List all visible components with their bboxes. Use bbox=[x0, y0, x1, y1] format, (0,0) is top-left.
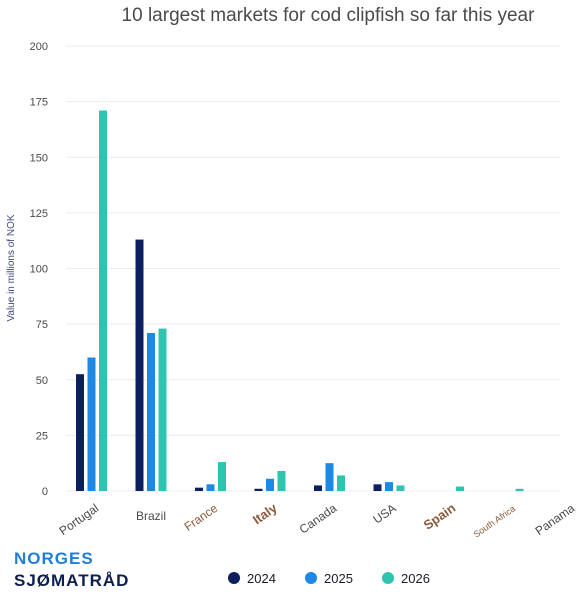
bar-south-africa-2026 bbox=[515, 488, 524, 491]
bar-brazil-2024 bbox=[135, 239, 144, 491]
bar-brazil-2025 bbox=[147, 333, 155, 491]
y-tick-label: 50 bbox=[36, 375, 48, 387]
legend-label-2026: 2026 bbox=[401, 571, 430, 586]
bar-portugal-2025 bbox=[87, 357, 96, 491]
legend-marker-2024 bbox=[228, 572, 240, 584]
bar-usa-2026 bbox=[396, 485, 405, 491]
legend-label-2024: 2024 bbox=[247, 571, 276, 586]
bar-usa-2024 bbox=[373, 484, 382, 491]
bar-france-2024 bbox=[195, 487, 203, 491]
y-tick-label: 150 bbox=[30, 152, 48, 164]
y-tick-label: 125 bbox=[30, 208, 48, 220]
bar-spain-2026 bbox=[456, 486, 464, 491]
x-tick-label-panama: Panama bbox=[533, 501, 577, 538]
x-tick-label-usa: USA bbox=[370, 501, 398, 527]
y-tick-label: 175 bbox=[30, 97, 48, 109]
bar-italy-2024 bbox=[254, 488, 263, 491]
y-axis-label: Value in millions of NOK bbox=[6, 214, 17, 321]
bar-france-2025 bbox=[206, 484, 215, 491]
bar-portugal-2024 bbox=[76, 374, 84, 491]
x-tick-label-brazil: Brazil bbox=[136, 509, 166, 523]
legend: 2024 2025 2026 bbox=[228, 571, 430, 586]
chart-title: 10 largest markets for cod clipfish so f… bbox=[122, 5, 536, 26]
y-tick-label: 75 bbox=[36, 319, 48, 331]
x-tick-label-canada: Canada bbox=[297, 501, 340, 537]
logo-line-2: SJØMATRÅD bbox=[14, 571, 130, 590]
x-tick-label-france: France bbox=[182, 501, 221, 534]
bar-canada-2024 bbox=[314, 485, 322, 491]
bar-france-2026 bbox=[218, 462, 226, 491]
bar-usa-2025 bbox=[385, 482, 393, 491]
bar-canada-2026 bbox=[337, 475, 345, 491]
x-tick-label-spain: Spain bbox=[421, 500, 459, 533]
x-tick-label-south-africa: South Africa bbox=[472, 503, 517, 539]
logo-line-1: NORGES bbox=[14, 549, 94, 568]
legend-marker-2026 bbox=[382, 572, 394, 584]
bar-italy-2026 bbox=[277, 470, 286, 491]
bar-canada-2025 bbox=[325, 463, 334, 491]
x-tick-label-italy: Italy bbox=[250, 500, 281, 528]
bar-portugal-2026 bbox=[99, 110, 107, 492]
x-tick-label-portugal: Portugal bbox=[57, 501, 102, 538]
y-tick-label: 200 bbox=[30, 41, 48, 53]
y-axis-ticks: 0 25 50 75 100 125 150 175 200 bbox=[30, 41, 48, 498]
y-tick-label: 25 bbox=[36, 430, 48, 442]
y-tick-label: 0 bbox=[42, 486, 48, 498]
legend-label-2025: 2025 bbox=[324, 571, 353, 586]
norges-sjomatrad-logo: NORGES SJØMATRÅD bbox=[14, 548, 129, 592]
bar-italy-2025 bbox=[266, 478, 274, 491]
bar-brazil-2026 bbox=[158, 328, 167, 491]
x-axis-ticks: Portugal Brazil France Italy Canada USA Spain S… bbox=[57, 500, 577, 540]
legend-marker-2025 bbox=[305, 572, 317, 584]
bars bbox=[76, 110, 524, 492]
y-tick-label: 100 bbox=[30, 264, 48, 276]
